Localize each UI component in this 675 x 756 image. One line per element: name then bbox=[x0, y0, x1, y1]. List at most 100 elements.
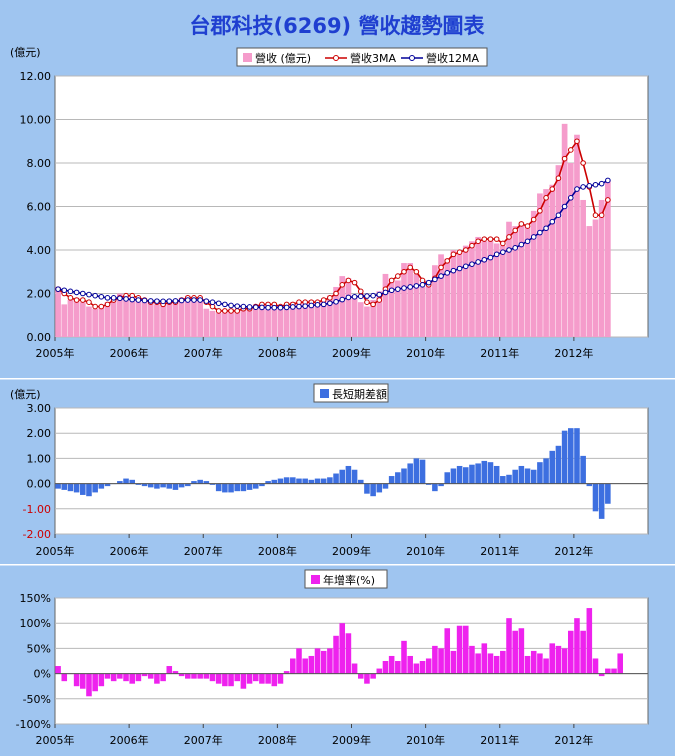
ma12-point bbox=[555, 212, 562, 218]
revenue-bar bbox=[364, 306, 370, 337]
ma12-point bbox=[110, 295, 117, 301]
ma3-point bbox=[530, 216, 537, 223]
ma12-point bbox=[160, 298, 166, 305]
legend-swatch bbox=[243, 53, 252, 62]
yoy-bar bbox=[382, 661, 389, 674]
y-tick-label: 0.00 bbox=[27, 331, 52, 344]
yoy-bar bbox=[469, 645, 475, 674]
legend-box bbox=[304, 569, 388, 589]
diff-bar bbox=[314, 478, 321, 484]
ma12-point bbox=[574, 186, 580, 192]
ma12-point bbox=[419, 282, 426, 288]
yoy-bar bbox=[555, 645, 562, 674]
revenue-bar bbox=[432, 265, 438, 337]
ma3-point bbox=[339, 282, 346, 288]
yoy-bar bbox=[117, 673, 123, 679]
ma3-point bbox=[598, 212, 605, 218]
legend-label: 營收 (億元) bbox=[255, 51, 311, 65]
yoy-bar bbox=[432, 645, 438, 674]
revenue-bar bbox=[197, 300, 204, 337]
ma3-point bbox=[543, 195, 549, 201]
y-tick-label: -2.00 bbox=[23, 528, 51, 541]
diff-bar bbox=[388, 476, 395, 484]
yoy-bar bbox=[55, 666, 61, 674]
revenue-bar bbox=[524, 226, 531, 337]
diff-bar bbox=[574, 428, 580, 484]
x-tick-label: 2006年 bbox=[110, 346, 149, 360]
revenue-bar bbox=[407, 263, 414, 337]
yoy-bar bbox=[265, 673, 271, 684]
ma12-point bbox=[605, 177, 611, 184]
diff-bar bbox=[598, 483, 605, 519]
yoy-bar bbox=[290, 658, 296, 674]
revenue-bar bbox=[394, 280, 401, 337]
revenue-bar bbox=[259, 304, 265, 337]
yoy-bar bbox=[574, 618, 580, 674]
diff-bar bbox=[240, 483, 247, 492]
x-tick-label: 2008年 bbox=[258, 733, 297, 747]
y-tick-label: 6.00 bbox=[27, 201, 52, 214]
ma3-point bbox=[98, 303, 105, 310]
ma12-point bbox=[382, 289, 389, 296]
yoy-bar bbox=[277, 673, 284, 684]
revenue-bar bbox=[493, 243, 500, 337]
yoy-bar bbox=[86, 673, 92, 697]
yoy-bar bbox=[407, 655, 413, 674]
ma12-point bbox=[364, 293, 370, 299]
yoy-bar bbox=[500, 650, 506, 674]
yoy-bar bbox=[228, 673, 234, 687]
yoy-bar bbox=[413, 663, 420, 674]
diff-bar bbox=[500, 476, 506, 484]
diff-bar bbox=[364, 483, 370, 494]
ma12-point bbox=[141, 297, 148, 304]
revenue-bar bbox=[327, 295, 333, 337]
ma3-point bbox=[86, 299, 92, 306]
x-tick-label: 2006年 bbox=[110, 733, 149, 747]
ma3-point bbox=[555, 175, 562, 182]
ma12-point bbox=[147, 298, 154, 304]
diff-bar bbox=[370, 483, 376, 497]
revenue-bar bbox=[314, 302, 321, 337]
diff-panel: (億元) 3.00 2.00 1.00 0.00 -1.00 -2.00 2005年 2006… bbox=[10, 383, 649, 558]
revenue-bar bbox=[172, 300, 179, 337]
revenue-bar bbox=[320, 300, 327, 337]
yoy-bar bbox=[388, 655, 395, 674]
ma3-point bbox=[327, 295, 333, 301]
yoy-bar bbox=[154, 673, 160, 684]
y-tick-label: 2.00 bbox=[27, 288, 52, 301]
revenue-bar bbox=[283, 304, 290, 337]
diff-bar bbox=[376, 483, 383, 493]
revenue-bar bbox=[308, 300, 315, 337]
ma12-point bbox=[308, 302, 315, 309]
yoy-bar bbox=[592, 658, 599, 674]
legend-label: 長短期差額 bbox=[332, 387, 387, 401]
legend-marker bbox=[333, 55, 339, 61]
ma12-point bbox=[135, 297, 142, 303]
yoy-bar bbox=[166, 666, 173, 674]
ma12-point bbox=[154, 298, 160, 304]
yoy-bar bbox=[246, 673, 253, 684]
diff-bar bbox=[605, 483, 611, 504]
ma12-point bbox=[444, 270, 451, 276]
diff-bar bbox=[80, 483, 86, 495]
ma12-point bbox=[327, 300, 333, 307]
revenue-bar bbox=[184, 295, 191, 337]
yoy-bar bbox=[147, 673, 154, 679]
diff-bar bbox=[234, 483, 241, 492]
yoy-bar bbox=[537, 653, 543, 674]
diff-bar bbox=[530, 469, 537, 484]
ma3-point bbox=[351, 279, 358, 286]
ma12-point bbox=[98, 293, 105, 300]
revenue-bar bbox=[333, 286, 339, 337]
diff-bar bbox=[228, 483, 234, 493]
ma12-point bbox=[166, 298, 173, 304]
revenue-bar bbox=[592, 219, 599, 337]
ma12-point bbox=[388, 287, 395, 294]
diff-bar bbox=[215, 483, 222, 492]
ma12-point bbox=[191, 297, 197, 303]
diff-bar bbox=[197, 479, 203, 484]
diff-bar bbox=[419, 459, 426, 484]
revenue-bar bbox=[549, 184, 556, 337]
ma12-point bbox=[500, 249, 506, 255]
